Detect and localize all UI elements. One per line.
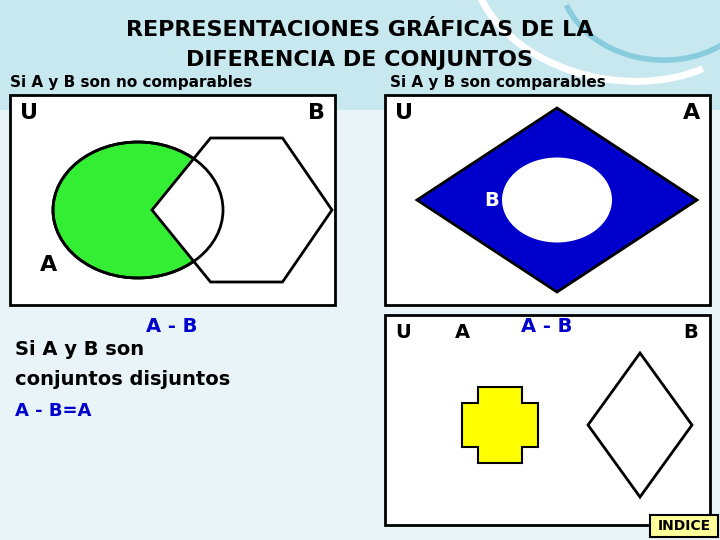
Text: B: B [683, 323, 698, 342]
Text: Si A y B son no comparables: Si A y B son no comparables [10, 75, 252, 90]
Bar [385, 315, 710, 525]
Polygon shape [417, 108, 697, 292]
Text: conjuntos disjuntos: conjuntos disjuntos [15, 370, 230, 389]
Text: A: A [683, 103, 700, 123]
Polygon shape [462, 387, 538, 463]
Text: DIFERENCIA DE CONJUNTOS: DIFERENCIA DE CONJUNTOS [186, 50, 534, 70]
Text: REPRESENTACIONES GRÁFICAS DE LA: REPRESENTACIONES GRÁFICAS DE LA [126, 20, 594, 40]
Text: U: U [395, 323, 410, 342]
Text: INDICE: INDICE [657, 519, 711, 533]
Text: A: A [40, 255, 58, 275]
Ellipse shape [502, 158, 612, 242]
Bar [10, 95, 335, 305]
Ellipse shape [53, 142, 223, 278]
Text: Si A y B son: Si A y B son [15, 340, 144, 359]
Text: A: A [455, 323, 470, 342]
Text: B: B [485, 191, 500, 210]
Text: A - B: A - B [146, 317, 198, 336]
Bar [385, 95, 710, 305]
Polygon shape [588, 353, 692, 497]
Text: U: U [20, 103, 38, 123]
Text: A - B=A: A - B=A [15, 402, 91, 420]
Text: U: U [395, 103, 413, 123]
Bar [650, 515, 718, 537]
Bar [0, 0, 720, 110]
Text: Si A y B son comparables: Si A y B son comparables [390, 75, 606, 90]
Polygon shape [152, 138, 332, 282]
Text: B: B [308, 103, 325, 123]
Text: A - B: A - B [521, 317, 572, 336]
